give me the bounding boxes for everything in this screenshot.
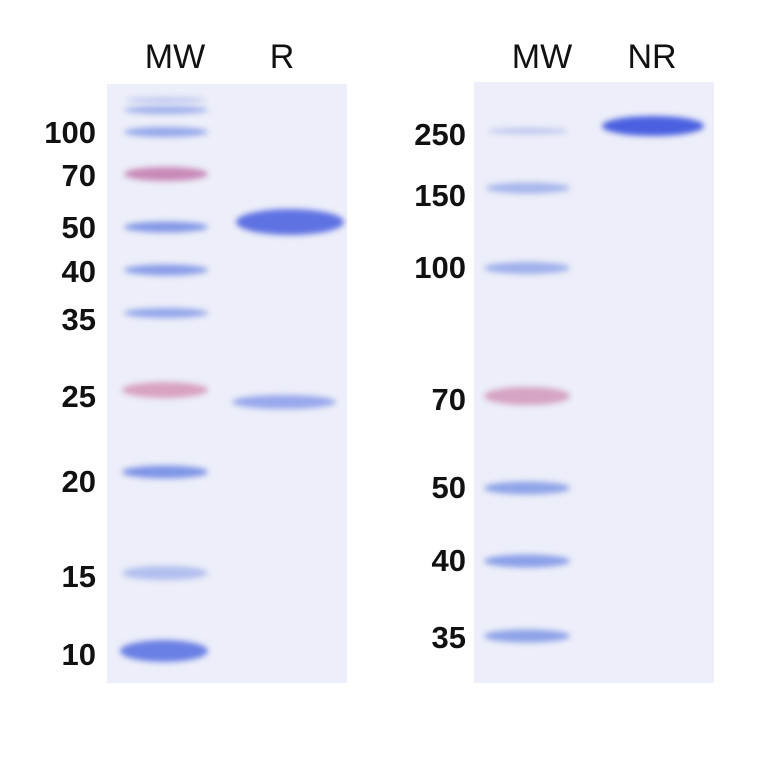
band [124,308,208,318]
band [124,127,208,137]
marker-label: 40 [431,543,466,578]
band [486,182,570,194]
band [484,387,570,405]
marker-label: 150 [414,178,466,213]
band [124,221,208,233]
band [126,97,206,103]
marker-label: 10 [61,637,96,672]
band [122,465,208,479]
marker-label: 50 [431,470,466,505]
marker-label: 25 [61,379,96,414]
band [122,566,208,580]
band-heavy-chain [236,209,344,235]
marker-label: 20 [61,464,96,499]
band [124,106,208,114]
lane-header-mw-right: MW [511,38,573,76]
band-intact-antibody [602,116,704,136]
marker-label: 100 [44,115,96,150]
band-light-chain [232,395,336,409]
gel-right [474,82,714,683]
band [488,128,568,134]
band [124,264,208,276]
band [484,554,570,568]
marker-label: 50 [61,210,96,245]
band [484,481,570,495]
marker-label: 70 [431,382,466,417]
marker-label: 35 [431,620,466,655]
lane-header-r: R [269,38,295,76]
band [120,640,208,662]
marker-label: 35 [61,302,96,337]
marker-label: 250 [414,117,466,152]
marker-label: 15 [61,559,96,594]
band [122,382,208,398]
lane-header-mw-left: MW [144,38,206,76]
marker-label: 100 [414,250,466,285]
band [124,167,208,181]
band [484,629,570,643]
marker-label: 40 [61,254,96,289]
lane-header-nr: NR [627,38,677,76]
band [484,262,570,274]
marker-label: 70 [61,158,96,193]
